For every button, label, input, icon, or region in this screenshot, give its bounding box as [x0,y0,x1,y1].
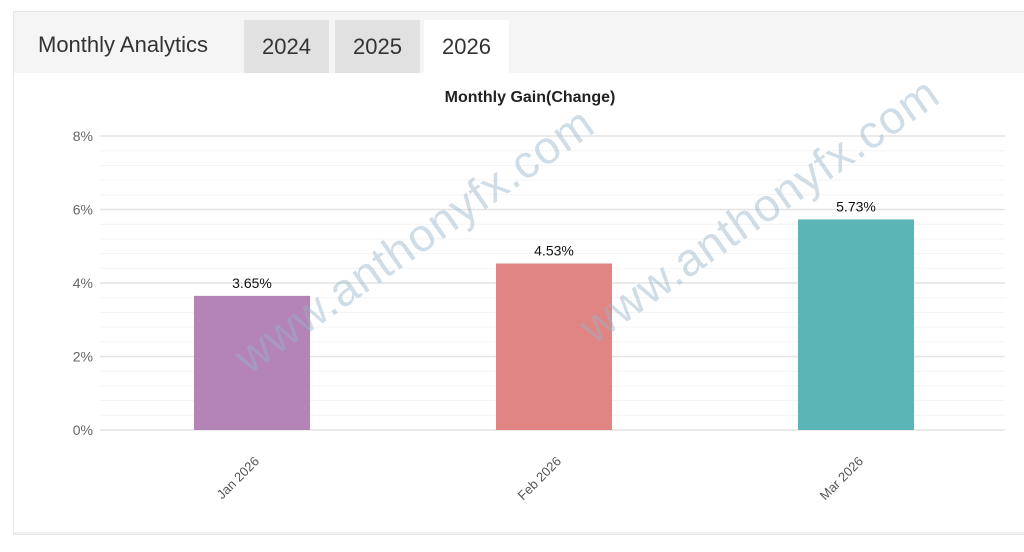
y-tick-label: 2% [73,349,93,365]
panel-header: Monthly Analytics 2024 2025 2026 [14,12,1024,73]
x-tick-label: Mar 2026 [817,454,866,503]
data-label: 3.65% [232,275,272,291]
bar-mar-2026 [798,219,914,430]
bar-feb-2026 [496,263,612,430]
data-label: 4.53% [534,243,574,259]
data-label: 5.73% [836,198,876,214]
tab-2025[interactable]: 2025 [335,20,420,73]
y-tick-label: 8% [73,128,93,144]
y-tick-label: 6% [73,202,93,218]
bar-jan-2026 [194,295,310,430]
x-tick-label: Feb 2026 [515,454,564,503]
tab-2024[interactable]: 2024 [244,20,329,73]
y-tick-label: 4% [73,275,93,291]
chart-title: Monthly Gain(Change) [445,89,616,106]
panel-title: Monthly Analytics [38,32,208,57]
tab-2026[interactable]: 2026 [424,20,509,73]
x-tick-label: Jan 2026 [214,454,262,502]
y-tick-label: 0% [73,422,93,438]
